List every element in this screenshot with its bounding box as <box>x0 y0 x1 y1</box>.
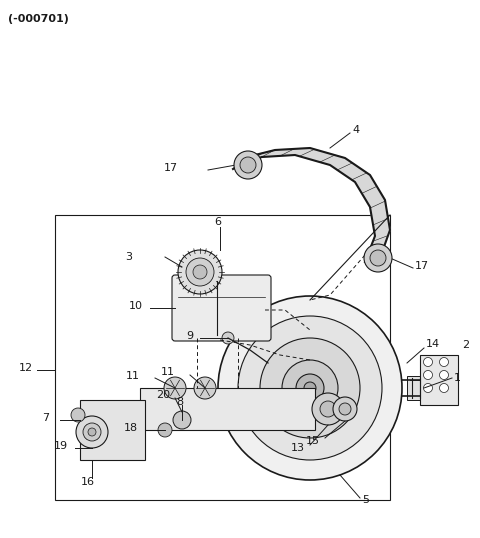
Bar <box>140 388 315 430</box>
Circle shape <box>76 416 108 448</box>
Text: 13: 13 <box>291 443 305 453</box>
Circle shape <box>364 244 392 272</box>
Circle shape <box>370 250 386 266</box>
Text: 18: 18 <box>124 423 138 433</box>
Text: 10: 10 <box>129 301 143 311</box>
Text: 12: 12 <box>19 363 33 373</box>
Text: 17: 17 <box>415 261 429 271</box>
Text: 20: 20 <box>156 390 170 400</box>
Circle shape <box>312 393 344 425</box>
Text: 3: 3 <box>125 252 132 262</box>
Circle shape <box>304 382 316 394</box>
Text: 5: 5 <box>362 495 369 505</box>
Circle shape <box>333 397 357 421</box>
Bar <box>80 400 145 460</box>
Text: 11: 11 <box>161 367 175 377</box>
Text: 19: 19 <box>54 441 68 451</box>
FancyBboxPatch shape <box>172 275 271 341</box>
Circle shape <box>320 401 336 417</box>
Circle shape <box>282 360 338 416</box>
Circle shape <box>440 357 448 366</box>
Text: 1: 1 <box>454 373 461 383</box>
Circle shape <box>218 296 402 480</box>
Circle shape <box>193 265 207 279</box>
Text: 9: 9 <box>186 331 193 341</box>
Text: 6: 6 <box>214 217 221 227</box>
Circle shape <box>423 357 432 366</box>
Circle shape <box>423 371 432 379</box>
Bar <box>420 355 458 405</box>
Text: 17: 17 <box>164 163 178 173</box>
Circle shape <box>71 408 85 422</box>
Circle shape <box>296 374 324 402</box>
Text: 7: 7 <box>42 413 49 423</box>
Circle shape <box>260 338 360 438</box>
Text: 2: 2 <box>462 340 469 350</box>
Circle shape <box>423 384 432 393</box>
Circle shape <box>173 411 191 429</box>
Circle shape <box>240 157 256 173</box>
Text: 4: 4 <box>352 125 359 135</box>
Circle shape <box>158 423 172 437</box>
Circle shape <box>440 371 448 379</box>
Bar <box>407 376 425 400</box>
Circle shape <box>234 151 262 179</box>
Text: (-000701): (-000701) <box>8 14 69 24</box>
Text: 16: 16 <box>81 477 95 487</box>
Bar <box>55 215 390 500</box>
Polygon shape <box>233 148 390 262</box>
Circle shape <box>164 377 186 399</box>
Circle shape <box>194 377 216 399</box>
Circle shape <box>88 428 96 436</box>
Circle shape <box>186 258 214 286</box>
Circle shape <box>440 384 448 393</box>
Text: 11: 11 <box>126 371 140 381</box>
Text: 14: 14 <box>426 339 440 349</box>
Circle shape <box>83 423 101 441</box>
Text: 15: 15 <box>306 436 320 446</box>
Circle shape <box>238 316 382 460</box>
Circle shape <box>339 403 351 415</box>
Circle shape <box>178 250 222 294</box>
Circle shape <box>222 332 234 344</box>
Text: 8: 8 <box>177 397 183 407</box>
